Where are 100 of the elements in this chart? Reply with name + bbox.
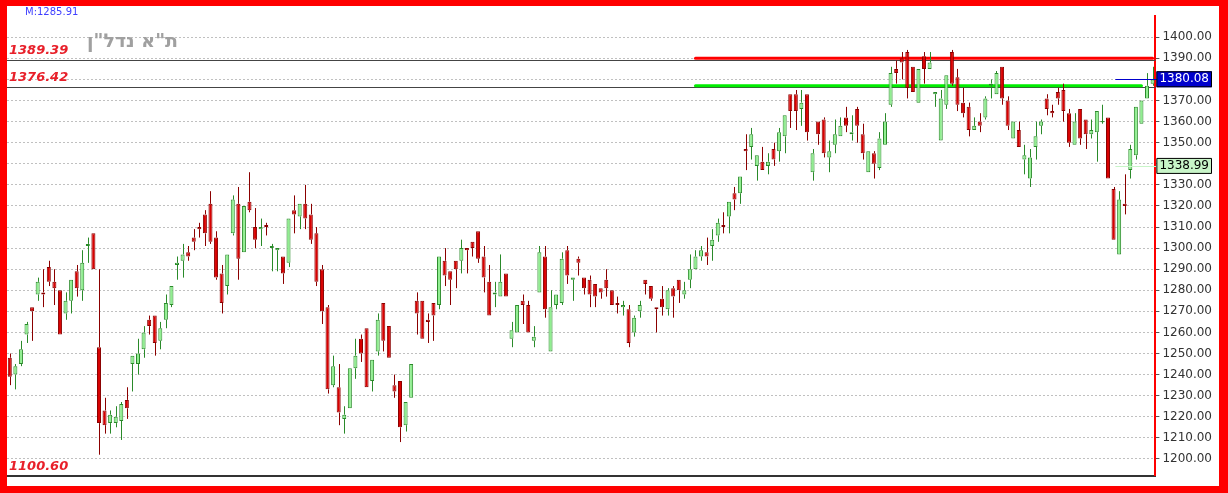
candlestick <box>219 264 224 314</box>
candlestick <box>966 102 971 137</box>
candlestick <box>793 89 798 131</box>
y-tick-label: 1310.00 <box>1162 219 1212 234</box>
candlestick <box>1145 72 1150 99</box>
candlestick <box>1150 66 1155 87</box>
candlestick <box>738 176 743 205</box>
candlestick <box>788 94 793 129</box>
candlestick <box>80 249 85 302</box>
candlestick <box>403 402 408 433</box>
annotation: 1100.60 <box>9 457 69 473</box>
candlestick <box>760 146 765 171</box>
candlestick <box>754 155 759 182</box>
candlestick <box>342 405 347 435</box>
candlestick <box>732 186 737 211</box>
candlestick <box>297 203 302 230</box>
candlestick <box>643 279 648 295</box>
candlestick <box>481 245 486 293</box>
ref-line-label: 1389.39 <box>9 41 69 57</box>
candlestick <box>765 152 770 175</box>
candlestick <box>888 66 893 108</box>
candlestick <box>18 340 23 367</box>
candlestick <box>130 355 135 392</box>
candlestick <box>704 237 709 266</box>
y-tick-label: 1350.00 <box>1162 134 1212 149</box>
candlestick <box>598 288 603 300</box>
candlestick <box>994 70 999 95</box>
candlestick <box>838 116 843 137</box>
y-tick-label: 1300.00 <box>1162 240 1212 255</box>
candlestick <box>1099 104 1105 125</box>
candlestick <box>832 119 837 154</box>
candlestick <box>487 264 492 316</box>
y-tick-label: 1320.00 <box>1162 198 1212 213</box>
candlestick <box>108 409 113 435</box>
candlestick <box>381 302 386 352</box>
candlestick <box>280 256 285 285</box>
candlestick <box>319 264 324 325</box>
y-tick-label: 1270.00 <box>1162 303 1212 318</box>
candlestick <box>358 334 363 363</box>
candlestick <box>587 275 592 308</box>
candlestick <box>1016 121 1021 147</box>
candlestick <box>693 249 698 270</box>
candlestick <box>431 302 436 342</box>
candlestick <box>336 363 341 426</box>
candlestick <box>476 231 481 264</box>
y-tick-label: 1240.00 <box>1162 366 1212 381</box>
candlestick <box>375 312 380 357</box>
candlestick <box>972 116 977 131</box>
candlestick <box>158 321 163 350</box>
candlestick <box>437 256 442 310</box>
y-tick-label: 1290.00 <box>1162 261 1212 276</box>
candlestick <box>676 279 681 304</box>
candlestick <box>96 268 101 456</box>
candlestick <box>581 277 586 295</box>
candlestick <box>905 49 910 99</box>
candlestick <box>1078 108 1083 146</box>
candlestick <box>922 51 927 85</box>
candlestick <box>7 353 12 386</box>
candlestick <box>214 230 219 281</box>
candlestick <box>1083 119 1088 150</box>
candlestick <box>671 285 676 319</box>
candlestick <box>325 304 330 395</box>
candlestick <box>314 226 319 287</box>
candlestick <box>771 142 776 167</box>
candlestick <box>604 268 609 298</box>
candlestick <box>1133 106 1138 161</box>
y-tick-label: 1370.00 <box>1162 92 1212 107</box>
candlestick <box>944 75 949 110</box>
candlestick <box>208 190 213 245</box>
candlestick <box>559 251 564 306</box>
candlestick <box>35 277 40 302</box>
candlestick <box>1072 112 1077 145</box>
candlestick <box>782 115 787 154</box>
y-tick-label: 1280.00 <box>1162 282 1212 297</box>
candlestick <box>202 209 207 247</box>
candlestick <box>63 291 68 321</box>
candlestick <box>1027 148 1032 188</box>
ref-line-label: 1380.08 <box>1159 71 1209 86</box>
candlestick <box>871 150 876 180</box>
candlestick <box>810 148 815 182</box>
candlestick <box>1111 186 1116 240</box>
y-tick-label: 1260.00 <box>1162 324 1212 339</box>
candlestick <box>977 112 982 133</box>
candlestick <box>855 106 860 144</box>
candlestick <box>949 49 954 87</box>
candlestick <box>509 321 514 348</box>
candlestick <box>816 121 821 146</box>
candlestick <box>548 289 553 352</box>
candlestick <box>124 386 129 420</box>
candlestick <box>961 87 966 118</box>
candlestick <box>565 245 570 285</box>
candlestick <box>498 253 503 297</box>
candlestick <box>1039 119 1044 135</box>
candlestick <box>665 287 670 317</box>
candlestick <box>1094 111 1099 163</box>
candlestick <box>1117 190 1122 255</box>
y-tick-label: 1210.00 <box>1162 429 1212 444</box>
candlestick <box>186 245 191 262</box>
candlestick <box>883 112 888 145</box>
candlestick <box>102 397 107 435</box>
